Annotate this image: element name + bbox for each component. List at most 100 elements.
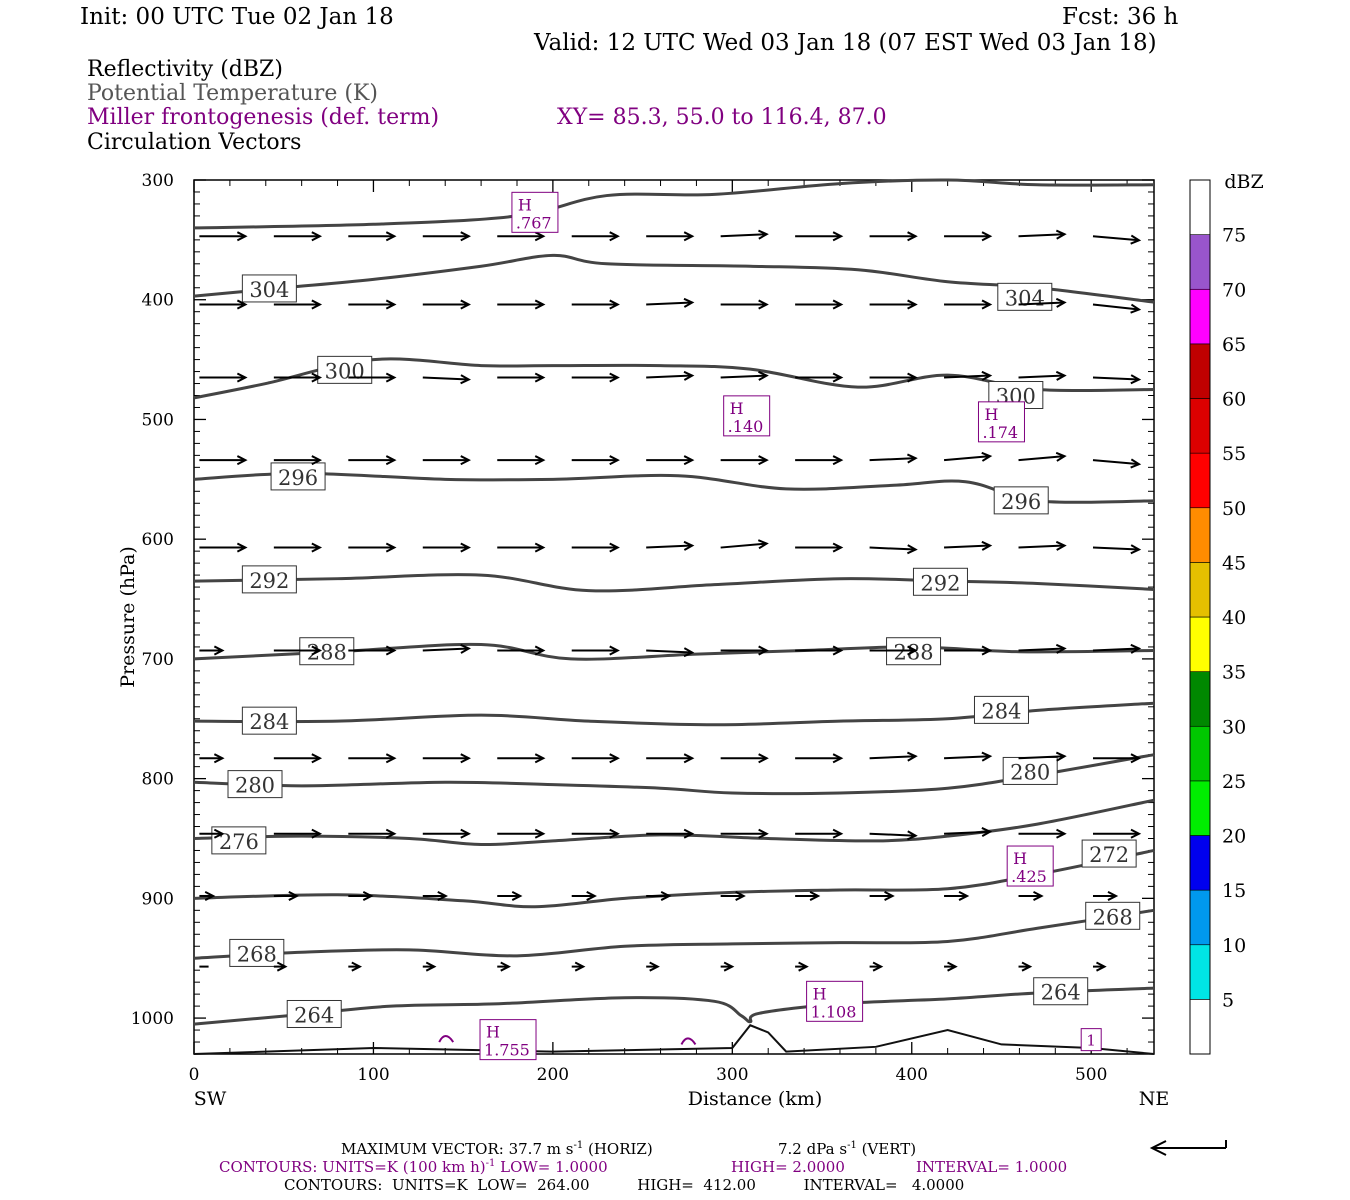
vector-head: [1055, 751, 1067, 762]
vector-arrow: [422, 231, 471, 242]
legend-theta: Potential Temperature (K): [87, 81, 378, 106]
vector-arrow: [646, 540, 695, 551]
fronto-value: 1.755: [484, 1041, 530, 1060]
vector-arrow: [795, 299, 844, 310]
vector-head: [757, 539, 769, 550]
vector-arrow: [273, 890, 300, 901]
vector-head: [437, 890, 448, 901]
vector-head: [385, 231, 397, 242]
vector-arrow: [348, 753, 397, 764]
theta-label-box: [1081, 839, 1137, 868]
vector-head: [500, 961, 511, 972]
vector-arrow: [273, 455, 323, 466]
theta-label-box: [229, 938, 285, 967]
vector-arrow: [348, 961, 363, 972]
vector-arrow: [869, 961, 884, 972]
cross-section-endpoints: XY= 85.3, 55.0 to 116.4, 87.0: [557, 105, 887, 130]
vector-head: [832, 542, 844, 553]
vector-arrow: [720, 539, 769, 550]
vector-shaft: [1092, 459, 1140, 466]
y-tick-label: 700: [142, 650, 174, 670]
x-tick-label: 400: [896, 1065, 928, 1085]
vector-head: [460, 299, 471, 310]
vector-head: [586, 890, 597, 901]
vector-arrow: [720, 370, 769, 381]
vector-arrow: [199, 542, 248, 553]
fronto-box: [1006, 845, 1054, 887]
vector-arrow: [1092, 458, 1142, 469]
theta-label-box: [997, 282, 1053, 311]
vector-arrow: [497, 890, 523, 901]
theta-label: 288: [307, 641, 347, 665]
vector-arrow: [422, 753, 471, 764]
vector-arrow: [646, 231, 695, 242]
vector-head: [660, 890, 672, 901]
vector-arrow: [273, 753, 323, 764]
vector-arrow: [1092, 234, 1142, 245]
colorbar-unit: dBZ: [1224, 171, 1263, 193]
theta-label-box: [993, 486, 1049, 515]
fronto-value: 1: [1086, 1032, 1096, 1050]
colorbar-level: 20: [1222, 826, 1246, 848]
vector-arrow: [273, 645, 323, 656]
vector-head: [958, 890, 970, 901]
contours-fronto-low: LOW= 1.0000: [495, 1158, 608, 1176]
vector-arrow: [646, 890, 672, 901]
fronto-label: H: [1013, 849, 1027, 868]
vector-arrow: [720, 961, 735, 972]
colorbar-swatch: [1189, 944, 1211, 1000]
vector-head: [574, 961, 586, 972]
vector-arrow: [1018, 828, 1067, 839]
theta-contour-272: [193, 848, 1155, 909]
vector-arrow: [869, 830, 918, 841]
vector-head: [1021, 961, 1033, 972]
max-vector-vert-line: 7.2 dPa s-1 (VERT): [778, 1140, 916, 1158]
vector-head: [981, 451, 993, 462]
theta-label: 264: [294, 1003, 334, 1027]
vector-arrow: [571, 231, 620, 242]
vector-head: [649, 961, 660, 972]
colorbar-level: 35: [1222, 662, 1246, 684]
vector-arrow: [1092, 753, 1142, 764]
vector-arrow: [1092, 544, 1142, 555]
vector-arrow: [1018, 890, 1044, 901]
theta-label-box: [286, 999, 342, 1028]
theta-label-box: [227, 770, 283, 799]
vector-head: [832, 231, 844, 242]
x-tick-label: 100: [357, 1065, 389, 1085]
vector-arrow: [944, 890, 970, 901]
vector-arrow: [348, 231, 397, 242]
vector-head: [534, 299, 546, 310]
vector-arrow: [571, 828, 620, 839]
vector-arrow: [795, 645, 844, 656]
vector-head: [907, 645, 918, 656]
vector-head: [906, 830, 918, 841]
vector-head: [236, 299, 248, 310]
vector-arrow: [646, 961, 660, 972]
vector-head: [758, 370, 769, 381]
theta-label-box: [1085, 901, 1141, 930]
colorbar-level: 30: [1222, 716, 1246, 738]
fronto-value: 1.108: [811, 1002, 857, 1021]
colorbar-swatch: [1189, 889, 1211, 946]
legend-frontogenesis: Miller frontogenesis (def. term): [87, 105, 440, 130]
vector-head: [460, 374, 471, 385]
vector-shaft: [944, 755, 991, 760]
theta-label: 264: [1041, 981, 1081, 1005]
vector-arrow: [1018, 540, 1067, 551]
fronto-box: [977, 401, 1025, 443]
theta-label: 288: [894, 641, 934, 665]
forecast-hour: Fcst: 36 h: [1062, 4, 1179, 30]
vector-shaft: [646, 374, 693, 379]
vector-head: [385, 299, 397, 310]
vector-arrow: [869, 751, 918, 762]
vector-head: [534, 455, 546, 466]
vector-head: [758, 828, 769, 839]
max-vector-horiz-exp: -1: [573, 1140, 584, 1151]
vector-arrow: [571, 542, 620, 553]
vector-head: [981, 540, 993, 551]
vector-head: [609, 542, 620, 553]
colorbar-swatch: [1189, 234, 1211, 290]
vector-arrow: [943, 451, 993, 462]
